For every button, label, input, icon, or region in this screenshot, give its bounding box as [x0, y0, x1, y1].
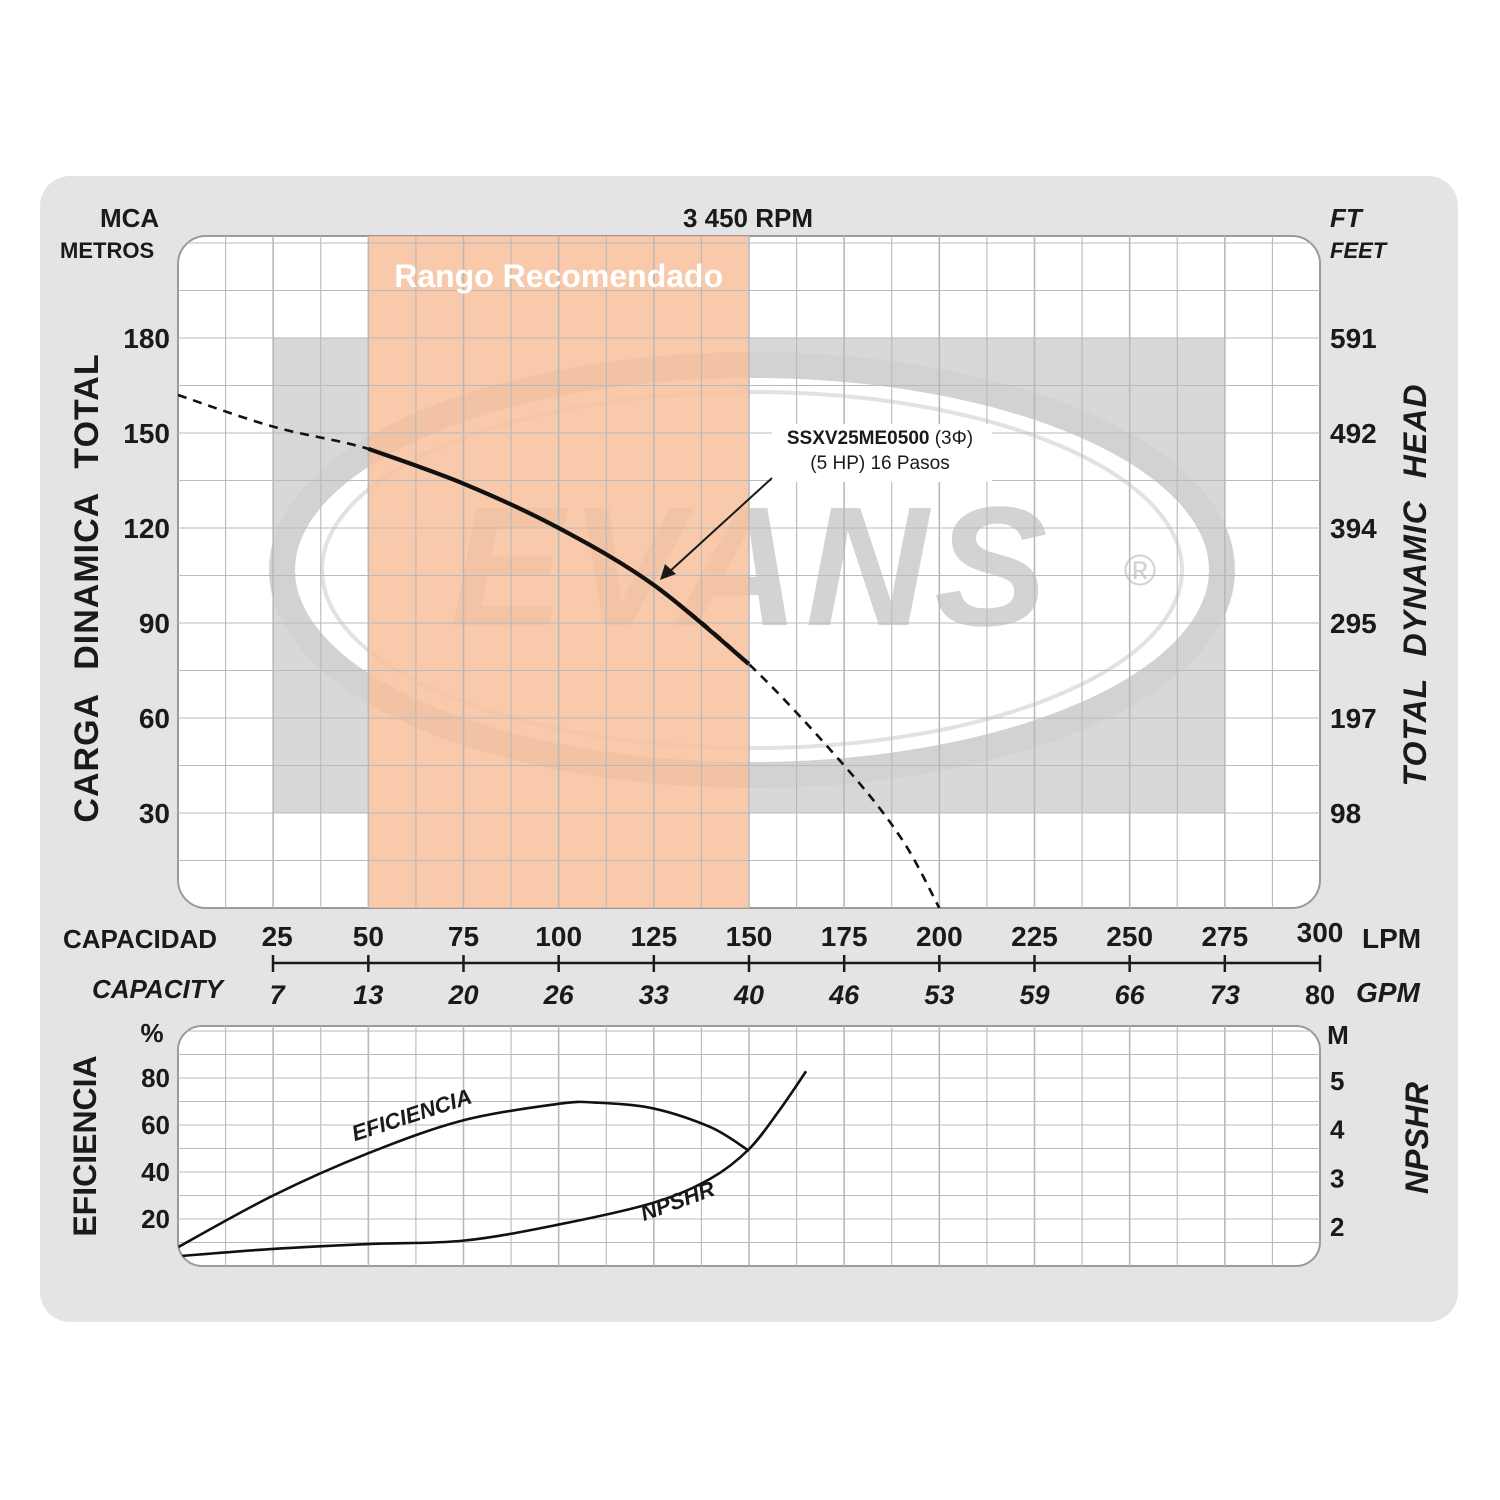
- gpm-unit: GPM: [1356, 977, 1420, 1008]
- model-annotation-arrow: [667, 477, 773, 574]
- head-curve-dashed: [178, 393, 941, 908]
- efficiency-curve: [178, 1100, 750, 1249]
- lpm-tick-label: 175: [821, 921, 868, 952]
- lpm-tick-label: 200: [916, 921, 963, 952]
- head-y-tick-left: 120: [123, 513, 170, 544]
- npshr-y-tick: 4: [1330, 1115, 1345, 1145]
- capacity-label: CAPACIDAD: [63, 924, 217, 954]
- efficiency-y-ticks: 80 5 60 4 40 3 20 2: [141, 1063, 1345, 1242]
- gpm-tick-label: 26: [543, 980, 575, 1010]
- gpm-tick-label: 33: [639, 980, 669, 1010]
- model-annotation-phase: (3Φ): [935, 428, 973, 449]
- capacity-axis: CAPACIDAD CAPACITY LPM GPM 25 7 50 13 75 20 10…: [63, 917, 1421, 1010]
- lpm-tick-label: 25: [262, 921, 293, 952]
- lpm-unit: LPM: [1362, 923, 1421, 954]
- npshr-curve: [178, 1070, 808, 1258]
- gpm-tick-label: 59: [1019, 980, 1049, 1010]
- head-y-tick-left: 60: [139, 703, 170, 734]
- right-unit-sublabel: FEET: [1330, 238, 1388, 263]
- npshr-y-tick: 5: [1330, 1066, 1344, 1096]
- efficiency-chart-panel: EFICIENCIA NPSHR: [177, 1025, 1321, 1267]
- gpm-tick-label: 66: [1115, 980, 1146, 1010]
- lpm-tick-label: 250: [1106, 921, 1153, 952]
- efficiency-y-tick: 40: [141, 1157, 170, 1187]
- model-annotation-line2: (5 HP) 16 Pasos: [810, 453, 949, 474]
- lpm-tick-label: 225: [1011, 921, 1058, 952]
- head-grid: [178, 236, 1320, 908]
- capacity-label-en: CAPACITY: [92, 974, 226, 1004]
- head-axis-title-left: CARGA DINAMICA TOTAL: [68, 353, 106, 822]
- rpm-label: 3 450 RPM: [683, 203, 813, 233]
- gpm-tick-label: 80: [1305, 980, 1335, 1010]
- gpm-tick-label: 13: [353, 980, 383, 1010]
- head-y-tick-right: 591: [1330, 323, 1377, 354]
- model-annotation-arrowhead: [660, 564, 676, 580]
- head-y-tick-left: 180: [123, 323, 170, 354]
- efficiency-axis-title: EFICIENCIA: [67, 1055, 103, 1236]
- head-y-tick-right: 98: [1330, 798, 1361, 829]
- lpm-tick-label: 275: [1201, 921, 1248, 952]
- head-curve-solid: [367, 446, 751, 666]
- left-unit-label: MCA: [100, 203, 159, 233]
- head-y-tick-right: 295: [1330, 608, 1377, 639]
- capacity-ticks: 25 7 50 13 75 20 100 26 125 33 150 40 175 46 200 53 225 5…: [262, 917, 1344, 1010]
- lpm-tick-label: 300: [1297, 917, 1344, 948]
- npshr-y-tick: 2: [1330, 1212, 1344, 1242]
- efficiency-grid: [178, 1026, 1320, 1266]
- head-y-tick-left: 30: [139, 798, 170, 829]
- npshr-y-tick: 3: [1330, 1163, 1344, 1193]
- head-y-tick-right: 197: [1330, 703, 1377, 734]
- head-curve: [178, 393, 941, 908]
- watermark-registered-mark: ®: [1124, 546, 1156, 595]
- lpm-tick-label: 125: [630, 921, 677, 952]
- gpm-tick-label: 73: [1210, 980, 1240, 1010]
- npshr-axis-title: NPSHR: [1399, 1082, 1435, 1194]
- head-y-ticks: 180 591 150 492 120 394 90 295 60 197 30 98: [123, 323, 1377, 829]
- gpm-tick-label: 20: [447, 980, 478, 1010]
- lpm-tick-label: 50: [353, 921, 384, 952]
- left-unit-sublabel: METROS: [60, 238, 154, 263]
- lpm-tick-label: 150: [726, 921, 773, 952]
- head-y-tick-left: 150: [123, 418, 170, 449]
- watermark-ellipse-inner: [320, 390, 1184, 750]
- recommended-range-label: Rango Recomendado: [394, 258, 723, 294]
- right-unit-label: FT: [1330, 203, 1364, 233]
- efficiency-y-tick: 20: [141, 1204, 170, 1234]
- head-y-tick-right: 492: [1330, 418, 1377, 449]
- lpm-tick-label: 75: [448, 921, 479, 952]
- npshr-unit: M: [1327, 1020, 1349, 1050]
- head-y-tick-right: 394: [1330, 513, 1377, 544]
- model-annotation-box: [772, 424, 992, 482]
- head-axis-title-right: TOTAL DYNAMIC HEAD: [1397, 384, 1433, 787]
- model-annotation-line1: SSXV25ME0500 (3Φ): [787, 428, 973, 449]
- model-annotation-model: SSXV25ME0500: [787, 428, 930, 449]
- lpm-tick-label: 100: [535, 921, 582, 952]
- efficiency-y-tick: 60: [141, 1110, 170, 1140]
- gpm-tick-label: 7: [270, 980, 287, 1010]
- gpm-tick-label: 53: [924, 980, 954, 1010]
- head-y-tick-left: 90: [139, 608, 170, 639]
- gpm-tick-label: 40: [733, 980, 764, 1010]
- efficiency-curves: [178, 1070, 808, 1258]
- efficiency-unit: %: [140, 1018, 163, 1048]
- efficiency-y-tick: 80: [141, 1063, 170, 1093]
- head-chart-panel: EVANS ® Rango Recomendado SSXV25ME0500 (…: [177, 235, 1321, 909]
- gpm-tick-label: 46: [828, 980, 860, 1010]
